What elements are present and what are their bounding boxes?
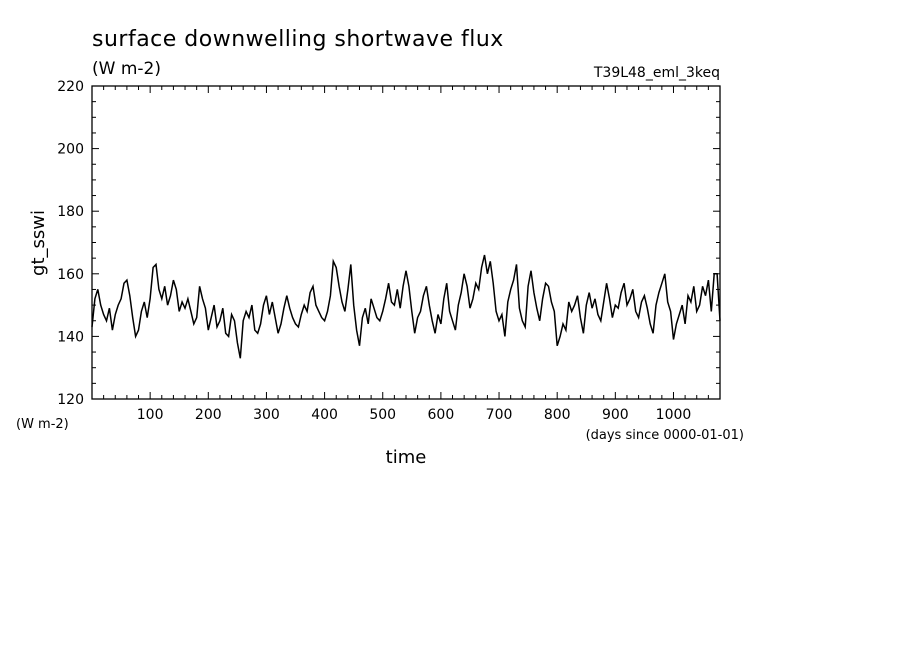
x-tick-label: 1000	[656, 407, 692, 423]
y-tick-label: 120	[57, 392, 84, 408]
x-tick-label: 200	[195, 407, 222, 423]
run-id-label: T39L48_eml_3keq	[593, 65, 720, 81]
y-tick-label: 220	[57, 79, 84, 95]
y-tick-label: 140	[57, 329, 84, 345]
x-tick-label: 300	[253, 407, 280, 423]
x-tick-label: 800	[544, 407, 571, 423]
x-tick-label: 100	[137, 407, 164, 423]
y-axis-units: (W m-2)	[16, 417, 69, 432]
tick-marks	[92, 86, 720, 399]
y-tick-label: 180	[57, 204, 84, 220]
x-axis-label: time	[386, 447, 427, 468]
x-tick-label: 700	[486, 407, 513, 423]
x-tick-label: 600	[428, 407, 455, 423]
plot-frame	[91, 85, 721, 400]
y-tick-label: 200	[57, 142, 84, 158]
x-tick-label: 500	[369, 407, 396, 423]
y-tick-label: 160	[57, 267, 84, 283]
y-tick-labels: 120 140 160 180 200 220	[57, 79, 84, 408]
x-tick-label: 900	[602, 407, 629, 423]
x-tick-labels: 100 200 300 400 500 600 700 800 900 1000	[137, 407, 692, 423]
y-axis-label: gt_sswi	[28, 210, 49, 276]
series-line-0	[91, 254, 721, 359]
series-group	[91, 254, 721, 359]
x-tick-label: 400	[311, 407, 338, 423]
chart-subtitle: (W m-2)	[92, 59, 161, 79]
chart-title: surface downwelling shortwave flux	[92, 27, 504, 52]
x-axis-units: (days since 0000-01-01)	[586, 428, 744, 443]
